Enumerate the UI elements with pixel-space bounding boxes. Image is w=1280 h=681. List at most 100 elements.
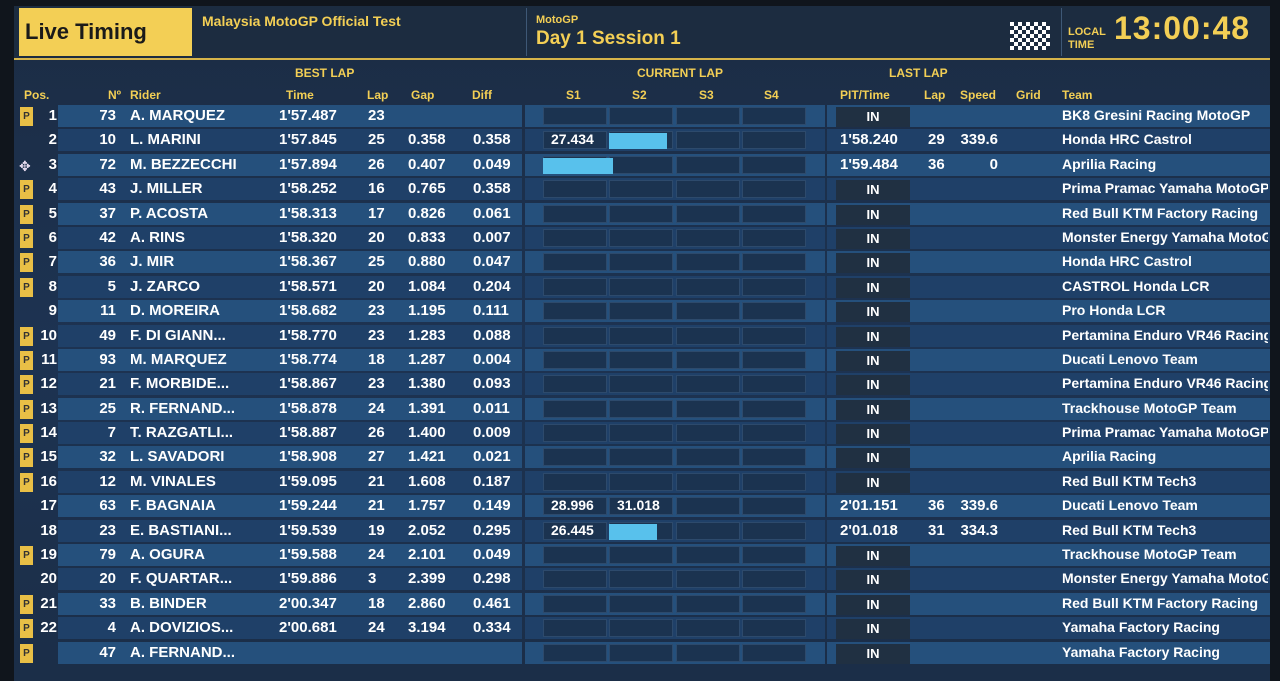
live-timing-board: Live Timing Malaysia MotoGP Official Tes… — [14, 6, 1270, 681]
local-time-clock: 13:00:48 — [1114, 10, 1251, 46]
sector-3-cell — [676, 619, 740, 638]
col-header-speed: Speed — [960, 88, 997, 102]
row-band-right — [827, 641, 1270, 664]
table-row[interactable]: 2 10 L. MARINI 1'57.845 25 0.358 0.358 27.434 1'… — [14, 128, 1270, 152]
header-bar: Live Timing Malaysia MotoGP Official Tes… — [14, 6, 1270, 60]
col-header-gap: Gap — [411, 88, 435, 102]
table-row[interactable]: P 12 21 F. MORBIDE... 1'58.867 23 1.380 0.093 IN… — [14, 372, 1270, 396]
team-name: Yamaha Factory Racing — [1062, 619, 1220, 636]
rider-name: A. DOVIZIOS... — [130, 619, 234, 637]
table-row[interactable]: P 5 37 P. ACOSTA 1'58.313 17 0.826 0.061 IN Red B… — [14, 202, 1270, 226]
table-row[interactable]: P 15 32 L. SAVADORI 1'58.908 27 1.421 0.021 IN Ap… — [14, 445, 1270, 469]
table-row[interactable]: 18 23 E. BASTIANI... 1'59.539 19 2.052 0.295 26… — [14, 519, 1270, 543]
row-band-left — [58, 178, 522, 201]
table-row[interactable]: P 8 5 J. ZARCO 1'58.571 20 1.084 0.204 IN CASTROL… — [14, 275, 1270, 299]
sector-3-cell — [676, 399, 740, 418]
best-lap-time: 1'57.845 — [279, 131, 337, 149]
table-row[interactable]: P 14 7 T. RAZGATLI... 1'58.887 26 1.400 0.009 IN… — [14, 421, 1270, 445]
gap: 1.084 — [408, 277, 446, 295]
table-row[interactable]: P 21 33 B. BINDER 2'00.347 18 2.860 0.461 IN Red … — [14, 592, 1270, 616]
pit-flag-badge: P — [20, 228, 33, 248]
sector-1-cell — [543, 302, 607, 321]
gap: 1.283 — [408, 326, 446, 344]
table-row[interactable]: P 1 73 A. MARQUEZ 1'57.487 23 IN BK8 Gresini Ra… — [14, 104, 1270, 128]
team-name: Honda HRC Castrol — [1062, 253, 1192, 270]
best-lap-number: 25 — [368, 253, 385, 271]
table-row[interactable]: P 13 25 R. FERNAND... 1'58.878 24 1.391 0.011 IN… — [14, 397, 1270, 421]
pit-in-status: IN — [836, 546, 910, 567]
position: 14 — [40, 424, 57, 442]
gap: 2.052 — [408, 521, 446, 539]
team-name: Aprilia Racing — [1062, 155, 1157, 172]
pit-in-status: IN — [836, 472, 910, 493]
best-lap-time: 1'59.539 — [279, 521, 337, 539]
speed: 339.6 — [960, 497, 998, 515]
rider-name: J. MILLER — [130, 180, 203, 198]
rider-number: 63 — [99, 497, 116, 515]
sector-1-time: 26.445 — [551, 521, 594, 538]
sector-2-cell — [609, 107, 673, 125]
rider-number: 42 — [99, 228, 116, 246]
last-lap-time: 2'01.018 — [840, 521, 898, 539]
rider-name: M. BEZZECCHI — [130, 155, 237, 173]
table-row[interactable]: P 10 49 F. DI GIANN... 1'58.770 23 1.283 0.088 I… — [14, 324, 1270, 348]
sector-1-cell — [543, 619, 607, 638]
team-name: Ducati Lenovo Team — [1062, 497, 1198, 514]
sector-3-cell — [676, 546, 740, 565]
best-lap-number: 16 — [368, 180, 385, 198]
table-row[interactable]: 9 11 D. MOREIRA 1'58.682 23 1.195 0.111 IN Pro H… — [14, 299, 1270, 323]
pit-in-status: IN — [836, 375, 910, 396]
table-row[interactable]: P 19 79 A. OGURA 1'59.588 24 2.101 0.049 IN Track… — [14, 543, 1270, 567]
pit-in-status: IN — [836, 204, 910, 225]
diff: 0.007 — [473, 228, 511, 246]
table-row[interactable]: P 22 4 A. DOVIZIOS... 2'00.681 24 3.194 0.334 IN… — [14, 616, 1270, 640]
row-band-left — [58, 544, 522, 567]
sector-4-cell — [742, 424, 806, 443]
sector-1-cell — [543, 204, 607, 223]
best-lap-time: 1'58.313 — [279, 204, 337, 222]
gap: 1.421 — [408, 448, 446, 466]
best-lap-number: 24 — [368, 399, 385, 417]
pit-in-status: IN — [836, 302, 910, 323]
table-row[interactable]: ✥ 3 72 M. BEZZECCHI 1'57.894 26 0.407 0.049 1'59… — [14, 153, 1270, 177]
local-time-label: TIME — [1068, 39, 1095, 51]
col-header-lap: Lap — [367, 88, 389, 102]
best-lap-number: 21 — [368, 497, 385, 515]
diff: 0.334 — [473, 619, 511, 637]
position: 11 — [41, 350, 57, 368]
row-band-left — [58, 129, 522, 152]
row-band-left — [58, 275, 522, 298]
last-lap-number: 29 — [928, 131, 945, 149]
team-name: Monster Energy Yamaha MotoGP — [1062, 570, 1268, 587]
rider-name: J. ZARCO — [130, 277, 201, 295]
col-header-s3: S3 — [699, 88, 714, 102]
table-row[interactable]: P 47 A. FERNAND... IN Yamaha Factory Racing — [14, 641, 1270, 665]
table-row[interactable]: P 4 43 J. MILLER 1'58.252 16 0.765 0.358 IN Prima… — [14, 177, 1270, 201]
rider-name: A. FERNAND... — [130, 643, 235, 661]
diff: 0.295 — [473, 521, 511, 539]
row-band-left — [58, 153, 522, 176]
table-row[interactable]: P 6 42 A. RINS 1'58.320 20 0.833 0.007 IN Monster… — [14, 226, 1270, 250]
best-lap-number: 27 — [368, 448, 385, 466]
row-band-left — [58, 251, 522, 274]
gap: 0.407 — [408, 155, 446, 173]
team-name: CASTROL Honda LCR — [1062, 277, 1210, 294]
pit-in-status: IN — [836, 107, 910, 127]
position: 21 — [40, 594, 57, 612]
best-lap-number: 20 — [368, 228, 385, 246]
team-name: Pertamina Enduro VR46 Racing — [1062, 375, 1268, 392]
rider-name: B. BINDER — [130, 594, 207, 612]
table-row[interactable]: 17 63 F. BAGNAIA 1'59.244 21 1.757 0.149 28.996… — [14, 494, 1270, 518]
table-row[interactable]: P 11 93 M. MARQUEZ 1'58.774 18 1.287 0.004 IN Duc… — [14, 348, 1270, 372]
sector-4-cell — [742, 253, 806, 272]
gap: 1.391 — [408, 399, 446, 417]
table-row[interactable]: 20 20 F. QUARTAR... 1'59.886 3 2.399 0.298 IN Mo… — [14, 567, 1270, 591]
gap: 1.380 — [408, 375, 446, 393]
table-row[interactable]: P 7 36 J. MIR 1'58.367 25 0.880 0.047 IN Honda HR… — [14, 250, 1270, 274]
col-header-grid: Grid — [1016, 88, 1041, 102]
sector-1-cell — [543, 448, 607, 467]
team-name: Pertamina Enduro VR46 Racing — [1062, 326, 1268, 343]
pit-in-status: IN — [836, 594, 910, 615]
pit-in-status: IN — [836, 619, 910, 640]
table-row[interactable]: P 16 12 M. VINALES 1'59.095 21 1.608 0.187 IN Red… — [14, 470, 1270, 494]
